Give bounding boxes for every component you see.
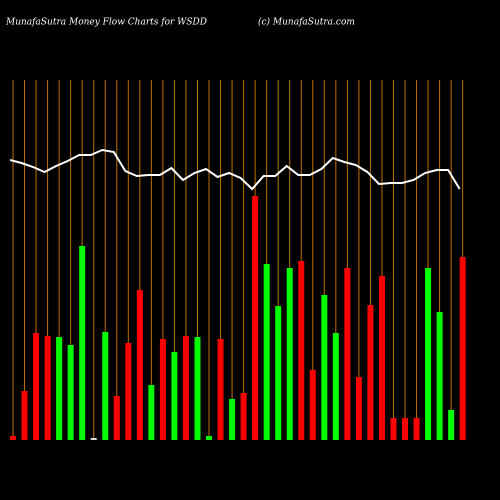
bar [21,391,28,440]
bar [390,418,397,440]
bar [332,333,339,440]
bar [355,377,362,440]
bar [402,418,409,440]
bar [33,333,40,440]
bar [240,393,247,440]
bar [309,370,316,440]
bar [56,337,63,440]
bar [90,438,97,440]
bar [67,345,74,440]
bar [148,385,155,440]
bar [125,343,132,440]
bar [182,336,189,440]
bar [136,290,143,440]
bar [79,246,86,440]
bar [275,306,282,440]
bar [263,264,270,440]
bar [252,196,259,440]
bar [102,332,109,440]
bar [367,305,374,440]
bar [159,339,166,440]
bar [113,396,120,440]
bar [413,418,420,440]
bar [378,276,385,440]
bar [286,268,293,440]
bar [217,339,224,440]
money-flow-line [9,148,461,191]
bar [206,436,213,440]
bar [436,312,443,440]
bar [344,268,351,440]
chart-title: MunafaSutra Money Flow Charts for WSDD [5,18,207,28]
bar [44,336,51,440]
bar [459,257,466,440]
bar [194,337,201,440]
bar [425,268,432,440]
bar [171,352,178,440]
chart-subtitle: (c) MunafaSutra.com [258,17,355,28]
bar [298,261,305,440]
bar [321,295,328,440]
bar [448,410,455,440]
bar [229,399,236,440]
bar [10,436,16,440]
